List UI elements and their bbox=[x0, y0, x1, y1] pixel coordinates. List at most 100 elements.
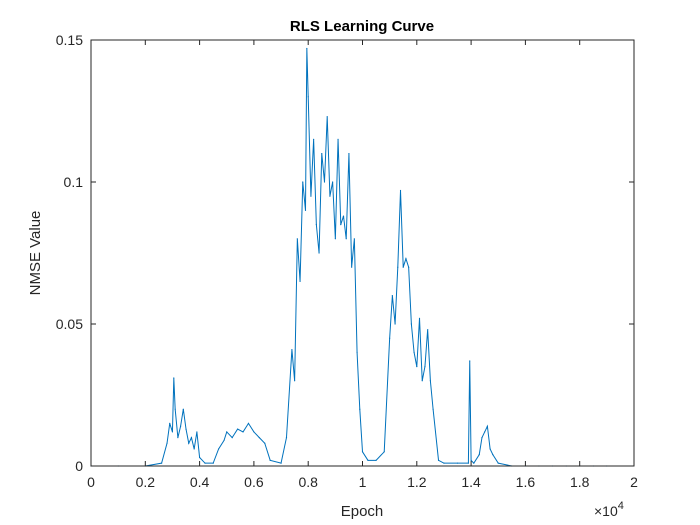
data-point bbox=[342, 215, 345, 217]
data-point bbox=[481, 437, 483, 439]
data-point bbox=[391, 295, 393, 297]
data-point bbox=[473, 462, 475, 464]
data-point bbox=[269, 459, 271, 461]
data-point bbox=[258, 437, 260, 439]
data-point bbox=[310, 195, 312, 197]
data-point bbox=[361, 451, 364, 453]
data-point bbox=[166, 442, 168, 444]
data-point bbox=[389, 337, 391, 339]
data-point bbox=[456, 462, 459, 464]
data-point bbox=[242, 431, 244, 433]
data-point bbox=[174, 408, 176, 410]
data-point bbox=[291, 348, 293, 351]
data-point bbox=[231, 437, 233, 439]
x-tick-label: 1.6 bbox=[516, 474, 536, 490]
data-point bbox=[421, 380, 423, 382]
data-point bbox=[413, 351, 415, 353]
x-tick-label: 1.2 bbox=[407, 474, 427, 490]
data-point bbox=[285, 437, 288, 439]
data-point bbox=[478, 454, 480, 456]
x-axis-exponent: ×104 bbox=[594, 500, 624, 519]
x-axis-exponent-base: ×10 bbox=[594, 503, 618, 519]
data-point bbox=[264, 442, 266, 444]
chart-title: RLS Learning Curve bbox=[290, 18, 434, 35]
data-point bbox=[253, 431, 255, 433]
data-point bbox=[247, 422, 250, 424]
x-tick-label: 0.4 bbox=[190, 474, 210, 490]
data-point bbox=[397, 266, 399, 268]
data-point bbox=[302, 181, 304, 183]
data-point bbox=[394, 323, 396, 325]
data-point bbox=[185, 428, 187, 430]
data-point bbox=[340, 224, 342, 226]
data-point bbox=[418, 317, 421, 319]
y-tick-label: 0 bbox=[75, 458, 83, 474]
data-point bbox=[332, 181, 334, 183]
data-point bbox=[467, 462, 469, 464]
data-point bbox=[353, 238, 355, 240]
data-point bbox=[383, 451, 385, 453]
data-point bbox=[375, 459, 377, 461]
data-point bbox=[296, 238, 298, 240]
data-point bbox=[489, 448, 491, 450]
data-point bbox=[306, 47, 308, 50]
data-point bbox=[226, 431, 228, 433]
data-point bbox=[177, 437, 179, 439]
x-axis-exponent-power: 4 bbox=[618, 500, 624, 512]
data-point bbox=[497, 462, 499, 464]
data-point bbox=[486, 425, 488, 427]
data-point bbox=[212, 462, 214, 464]
data-point bbox=[337, 138, 339, 140]
data-point bbox=[492, 454, 494, 456]
x-tick-label: 0.6 bbox=[244, 474, 264, 490]
data-point bbox=[437, 459, 440, 461]
data-point bbox=[348, 153, 350, 155]
data-point bbox=[351, 266, 353, 268]
data-point bbox=[356, 351, 358, 353]
data-point bbox=[432, 408, 434, 410]
x-tick-label: 0.8 bbox=[298, 474, 318, 490]
tick-layer: 0 0.2 0.4 0.6 0.8 1 1.2 1.4 1.6 1.8 2 0 0.05 0.1 0.15 bbox=[56, 32, 638, 490]
data-point bbox=[367, 459, 369, 461]
data-point bbox=[334, 238, 336, 240]
data-point bbox=[190, 437, 193, 439]
plot-area-background bbox=[91, 40, 634, 466]
data-point bbox=[199, 456, 201, 459]
data-point bbox=[326, 116, 328, 118]
y-axis-label: NMSE Value bbox=[27, 211, 44, 296]
data-point bbox=[399, 189, 402, 192]
data-point bbox=[424, 366, 426, 368]
data-point bbox=[313, 138, 315, 140]
data-point bbox=[169, 422, 171, 424]
x-tick-label: 1.8 bbox=[570, 474, 590, 490]
x-tick-label: 0 bbox=[87, 474, 95, 490]
y-tick-label: 0.1 bbox=[64, 174, 84, 190]
data-point bbox=[416, 366, 418, 368]
data-point bbox=[329, 195, 331, 197]
x-axis-label: Epoch bbox=[341, 503, 384, 520]
data-point bbox=[218, 448, 220, 450]
data-point bbox=[470, 459, 472, 461]
data-point bbox=[469, 360, 471, 362]
x-tick-label: 1 bbox=[359, 474, 367, 490]
data-point bbox=[484, 431, 486, 433]
data-point bbox=[408, 266, 410, 268]
series-layer bbox=[90, 47, 608, 467]
x-tick-label: 0.2 bbox=[136, 474, 156, 490]
data-point bbox=[429, 380, 431, 382]
data-point bbox=[299, 280, 301, 282]
data-point bbox=[160, 462, 163, 464]
data-point bbox=[173, 377, 175, 379]
x-tick-label: 2 bbox=[630, 474, 638, 490]
data-point bbox=[294, 380, 296, 382]
data-point bbox=[359, 408, 361, 410]
data-point bbox=[318, 252, 320, 254]
data-point bbox=[179, 425, 182, 427]
data-point bbox=[321, 153, 323, 155]
data-point bbox=[204, 462, 206, 464]
data-point bbox=[237, 428, 239, 430]
data-point bbox=[193, 448, 195, 450]
data-point bbox=[188, 442, 190, 444]
